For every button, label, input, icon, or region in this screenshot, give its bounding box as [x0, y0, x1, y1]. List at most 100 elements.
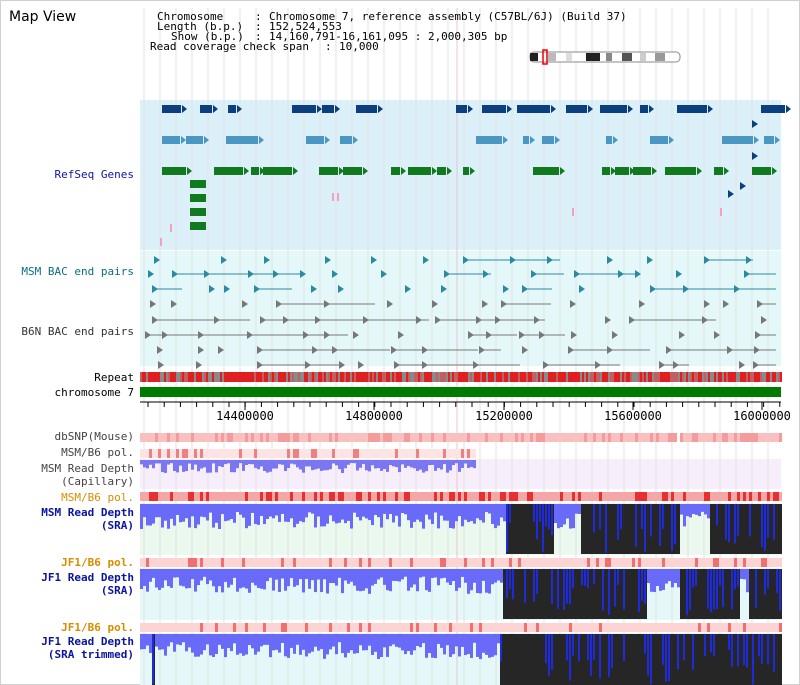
- jf1-b6-pol1-cell: [521, 558, 524, 567]
- jf1-b6-pol1-cell: [461, 558, 464, 567]
- msm-b6-pol2-cell: [572, 492, 575, 501]
- msm-sra-depth-bar: [485, 504, 488, 513]
- jf1-sra-depth-saturated: [680, 569, 683, 619]
- repeat-segment: [176, 372, 178, 382]
- jf1-b6-pol2-cell: [749, 623, 752, 632]
- bac-end-arrow: [734, 285, 740, 293]
- msm-b6-pol1-cell: [203, 449, 206, 458]
- repeat-segment: [626, 372, 628, 382]
- bac-end-arrow: [618, 270, 624, 278]
- msm-b6-pol1-cell: [155, 449, 158, 458]
- msm-cap-depth-bar: [257, 460, 260, 470]
- track-label-dbsnp[interactable]: dbSNP(Mouse): [54, 430, 134, 443]
- gene-exon-block: [190, 222, 206, 230]
- msm-sra-depth-bar: [416, 504, 419, 520]
- msm-sra-depth-bar: [221, 504, 224, 515]
- msm-sra-depth-saturated: [590, 504, 593, 554]
- jf1-b6-pol2-cell: [506, 623, 509, 632]
- jf1-sra-depth-saturated: [701, 569, 704, 619]
- ruler-tick-label: 15200000: [475, 409, 533, 423]
- msm-b6-pol2-cell: [428, 492, 431, 501]
- gene-strand-arrow: [353, 136, 358, 144]
- msm-b6-pol1-cell: [170, 449, 173, 458]
- track-label-msm-b6-pol-2[interactable]: MSM/B6 pol.: [61, 491, 134, 504]
- jf1-b6-pol1-cell: [377, 558, 380, 567]
- msm-cap-depth-bar: [215, 460, 218, 473]
- bac-end-arrow: [248, 270, 254, 278]
- jf1-b6-pol2-cell: [287, 623, 290, 632]
- msm-sra-depth-bar: [773, 504, 775, 540]
- track-label-jf1-depth-sra[interactable]: JF1 Read Depth: [41, 571, 134, 584]
- jf1-sra-depth-bar: [764, 569, 766, 595]
- track-label-msm-b6-pol-1[interactable]: MSM/B6 pol.: [61, 446, 134, 459]
- jf1-b6-pol1-cell: [167, 558, 170, 567]
- jf1-b6-pol2-cell: [566, 623, 569, 632]
- msm-b6-pol1-cell: [263, 449, 266, 458]
- jf1-b6-pol2-cell: [695, 623, 698, 632]
- track-label-msm-bac[interactable]: MSM BAC end pairs: [21, 265, 134, 278]
- msm-sra-depth-bar: [671, 504, 673, 551]
- jf1-sra-depth-bar: [158, 569, 161, 591]
- dbsnp-heat-cell: [674, 433, 677, 442]
- repeat-segment: [660, 372, 662, 382]
- track-label-refseq[interactable]: RefSeq Genes: [54, 168, 134, 181]
- msm-b6-pol1-cell: [296, 449, 299, 458]
- jf1-trim-depth-saturated: [581, 634, 584, 685]
- repeat-segment: [318, 372, 320, 382]
- msm-cap-depth-bar: [212, 460, 215, 464]
- jf1-trim-depth-bar: [329, 634, 332, 650]
- dbsnp-heat-cell: [635, 433, 638, 442]
- msm-sra-depth-bar: [263, 504, 266, 525]
- jf1-sra-depth-bar: [722, 569, 724, 608]
- track-label-b6n-bac[interactable]: B6N BAC end pairs: [21, 325, 134, 338]
- msm-b6-pol1-cell: [233, 449, 236, 458]
- track-label-msm-depth-sra[interactable]: MSM Read Depth: [41, 506, 134, 519]
- jf1-trim-depth-saturated: [644, 634, 647, 685]
- jf1-sra-depth-bar: [284, 569, 287, 591]
- dbsnp-heat-cell: [614, 433, 617, 442]
- dbsnp-heat-cell: [632, 433, 635, 442]
- jf1-b6-pol2-cell: [590, 623, 593, 632]
- repeat-segment: [726, 372, 728, 382]
- msm-sra-depth-bar: [275, 504, 278, 516]
- bac-end-arrow: [422, 361, 428, 369]
- msm-b6-pol2-cell: [395, 492, 398, 501]
- msm-sra-depth-saturated: [716, 504, 719, 554]
- repeat-segment: [214, 372, 216, 382]
- track-label-jf1-b6-pol-1[interactable]: JF1/B6 pol.: [61, 556, 134, 569]
- jf1-sra-depth-saturated: [698, 569, 701, 619]
- msm-sra-depth-bar: [701, 504, 704, 512]
- msm-sra-depth-saturated: [665, 504, 668, 554]
- jf1-sra-depth-bar: [443, 569, 446, 578]
- jf1-sra-depth-bar: [566, 569, 568, 604]
- msm-cap-depth-bar: [368, 460, 371, 472]
- bac-end-arrow: [579, 285, 585, 293]
- track-label-msm-depth-cap[interactable]: MSM Read Depth: [41, 462, 134, 475]
- msm-b6-pol2-cell: [545, 492, 548, 501]
- jf1-b6-pol1-cell: [164, 558, 167, 567]
- msm-b6-pol1-cell: [395, 449, 398, 458]
- track-label-jf1-b6-pol-2[interactable]: JF1/B6 pol.: [61, 621, 134, 634]
- repeat-segment: [526, 372, 528, 382]
- msm-sra-depth-bar: [146, 504, 149, 526]
- jf1-b6-pol2-cell: [416, 623, 419, 632]
- ideogram-band: [530, 53, 538, 61]
- msm-b6-pol2-cell: [548, 492, 551, 501]
- jf1-b6-pol1-cell: [689, 558, 692, 567]
- jf1-b6-pol2-cell: [353, 623, 356, 632]
- jf1-b6-pol2-cell: [146, 623, 149, 632]
- jf1-b6-pol2-cell: [731, 623, 734, 632]
- jf1-b6-pol2-cell: [758, 623, 761, 632]
- dbsnp-heat-cell: [422, 433, 425, 442]
- repeat-segment: [754, 372, 756, 382]
- jf1-sra-depth-saturated: [725, 569, 728, 619]
- jf1-b6-pol1-cell: [767, 558, 770, 567]
- dbsnp-heat-cell: [482, 433, 485, 442]
- repeat-segment: [612, 372, 614, 382]
- msm-b6-pol1-cell: [215, 449, 218, 458]
- track-label-jf1-depth-trim[interactable]: JF1 Read Depth: [41, 635, 134, 648]
- msm-b6-pol2-cell: [437, 492, 440, 501]
- bac-end-arrow: [353, 331, 359, 339]
- repeat-segment: [576, 372, 578, 382]
- repeat-segment: [364, 372, 366, 382]
